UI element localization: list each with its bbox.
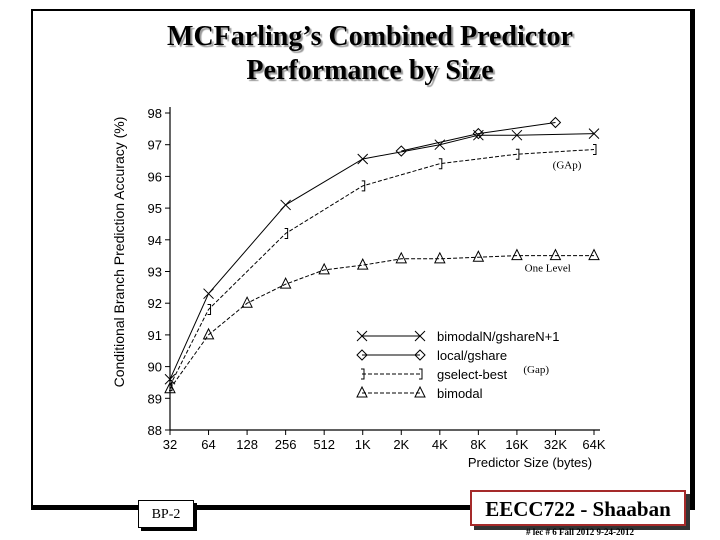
- legend-marker-diamond: [356, 349, 368, 361]
- data-point-bracket: [593, 143, 597, 155]
- legend-label: gselect-best: [437, 367, 507, 382]
- data-point-diamond: [549, 116, 562, 129]
- y-tick-label: 97: [148, 138, 162, 153]
- x-tick-label: 16K: [505, 437, 528, 452]
- legend-marker-triangle: [356, 385, 368, 398]
- data-point-x: [357, 153, 369, 165]
- series-line-x: [169, 133, 595, 380]
- data-point-triangle: [241, 296, 253, 308]
- data-point-triangle: [318, 262, 330, 275]
- data-point-triangle: [588, 248, 600, 261]
- legend-marker-bracket: [361, 368, 365, 380]
- title-line-1: MCFarling’s Combined Predictor: [167, 21, 573, 52]
- y-tick-label: 98: [148, 106, 162, 121]
- slide-title: MCFarling’s Combined Predictor Performan…: [60, 20, 680, 88]
- data-point-triangle: [395, 251, 408, 264]
- y-tick-label: 96: [148, 169, 162, 184]
- data-point-triangle: [549, 248, 562, 261]
- chart-annotation: (Gap): [523, 364, 549, 376]
- x-tick-label: 512: [313, 437, 335, 452]
- legend-marker-bracket: [419, 368, 423, 380]
- legend-label: bimodal: [437, 386, 483, 401]
- data-point-triangle: [472, 250, 485, 262]
- y-tick-label: 89: [148, 391, 162, 406]
- series-line-triangle: [169, 255, 594, 390]
- y-axis-label: Conditional Branch Prediction Accuracy (…: [111, 117, 127, 388]
- data-point-triangle: [279, 277, 292, 289]
- title-line-2: Performance by Size: [246, 55, 494, 86]
- x-tick-label: 4K: [432, 437, 448, 452]
- legend-marker-x: [414, 330, 426, 342]
- footer-note: # lec # 6 Fall 2012 9-24-2012: [526, 527, 634, 537]
- data-point-bracket: [515, 148, 520, 160]
- x-tick-label: 1K: [355, 437, 371, 452]
- data-point-diamond: [395, 145, 407, 157]
- x-tick-label: 8K: [470, 437, 486, 452]
- data-point-x: [164, 373, 176, 385]
- chart-annotation: (GAp): [553, 159, 582, 171]
- y-tick-label: 93: [148, 265, 162, 280]
- data-point-bracket: [361, 180, 366, 192]
- x-tick-label: 2K: [393, 437, 409, 452]
- chart-annotation: One Level: [525, 263, 571, 275]
- legend-label: local/gshare: [437, 348, 507, 363]
- data-point-x: [203, 288, 214, 300]
- data-point-bracket: [284, 227, 289, 239]
- series-line-diamond: [401, 122, 556, 152]
- data-point-diamond: [472, 127, 485, 140]
- data-point-triangle: [434, 251, 446, 264]
- x-tick-label: 256: [275, 437, 297, 452]
- legend-marker-x: [356, 330, 368, 342]
- data-point-triangle: [202, 327, 215, 340]
- y-tick-label: 90: [148, 360, 162, 375]
- data-point-bracket: [438, 158, 443, 170]
- y-tick-label: 94: [148, 233, 162, 248]
- y-tick-label: 95: [148, 201, 162, 216]
- data-point-triangle: [164, 381, 176, 394]
- y-tick-label: 91: [148, 328, 162, 343]
- data-point-x: [511, 129, 523, 141]
- data-point-x: [280, 199, 291, 211]
- legend-marker-triangle: [414, 385, 426, 398]
- x-tick-label: 64: [201, 437, 215, 452]
- legend-label: bimodalN/gshareN+1: [437, 329, 559, 344]
- x-tick-label: 32: [163, 437, 177, 452]
- legend-marker-diamond: [414, 349, 426, 361]
- data-point-triangle: [511, 248, 523, 261]
- y-tick-label: 92: [148, 296, 162, 311]
- x-tick-label: 32K: [544, 437, 567, 452]
- data-point-triangle: [356, 258, 369, 270]
- x-tick-label: 128: [236, 437, 258, 452]
- series-line-bracket: [169, 149, 595, 386]
- slide-number-label: BP-2: [138, 500, 194, 528]
- course-label: EECC722 - Shaaban: [470, 490, 686, 526]
- data-point-bracket: [207, 304, 212, 316]
- x-axis-label: Predictor Size (bytes): [468, 455, 592, 470]
- y-tick-label: 88: [148, 423, 162, 438]
- data-point-x: [588, 128, 600, 139]
- x-tick-label: 64K: [582, 437, 605, 452]
